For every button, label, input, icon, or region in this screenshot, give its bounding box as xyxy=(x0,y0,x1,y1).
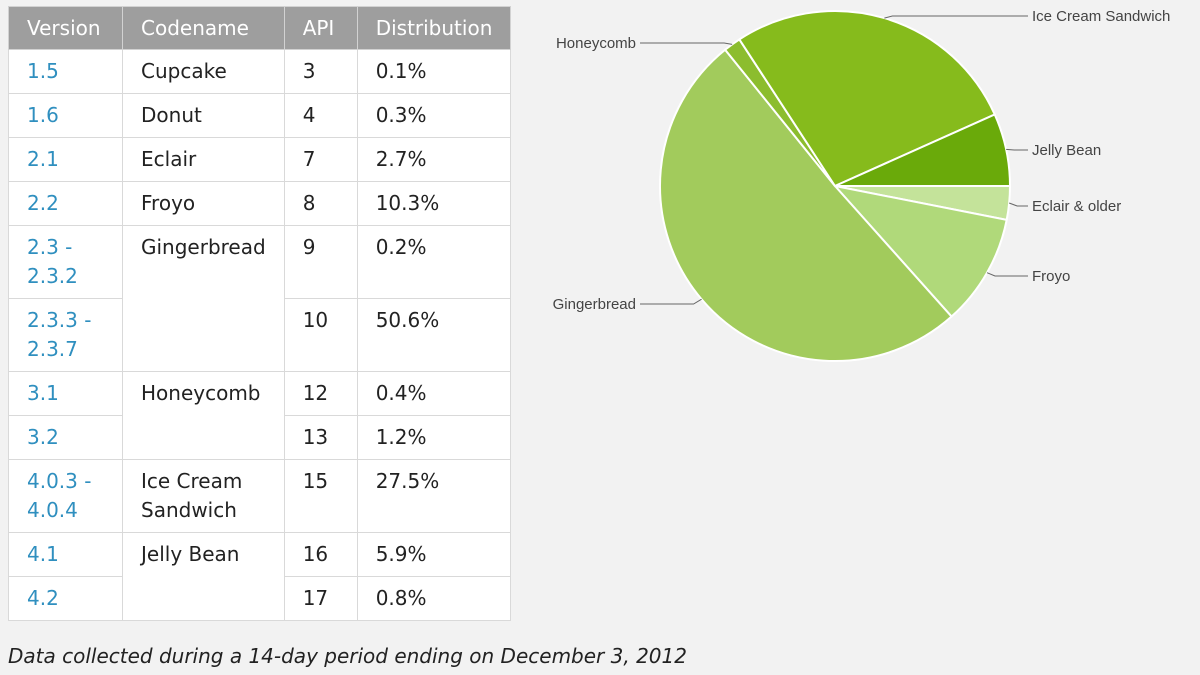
header-codename: Codename xyxy=(122,6,285,50)
distribution-cell: 27.5% xyxy=(356,459,512,533)
version-cell: 4.1 xyxy=(8,532,123,577)
table-row: 2.2 Froyo 8 10.3% xyxy=(8,181,512,226)
distribution-cell: 0.4% xyxy=(356,371,512,416)
api-cell: 17 xyxy=(283,576,358,621)
api-cell: 15 xyxy=(283,459,358,533)
api-cell: 9 xyxy=(283,225,358,299)
table-header-row: Version Codename API Distribution xyxy=(8,6,512,50)
table-row: 4.0.3 -4.0.4 Ice Cream Sandwich 15 27.5% xyxy=(8,459,512,533)
version-cell: 2.2 xyxy=(8,181,123,226)
distribution-cell: 0.1% xyxy=(356,49,512,94)
distribution-cell: 2.7% xyxy=(356,137,512,182)
pie-label: Ice Cream Sandwich xyxy=(1032,8,1170,25)
api-cell: 10 xyxy=(283,298,358,372)
callout-line xyxy=(640,298,702,305)
codename-cell: Cupcake xyxy=(122,49,285,94)
codename-cell: Froyo xyxy=(122,181,285,226)
pie-label: Jelly Bean xyxy=(1032,142,1101,159)
api-cell: 16 xyxy=(283,532,358,577)
api-cell: 12 xyxy=(283,371,358,416)
codename-cell: Eclair xyxy=(122,137,285,182)
distribution-cell: 50.6% xyxy=(356,298,512,372)
codename-cell: Ice Cream Sandwich xyxy=(122,459,285,533)
callout-line xyxy=(1006,148,1028,151)
pie-slice-jelly-bean xyxy=(834,113,1012,187)
pie-chart: Eclair & older Froyo Gingerbread Honeycomb I… xyxy=(553,8,1170,362)
api-cell: 7 xyxy=(283,137,358,182)
codename-cell: Honeycomb xyxy=(122,371,285,460)
header-api: API xyxy=(283,6,358,50)
table-row: 3.1 Honeycomb 12 0.4% xyxy=(8,371,512,460)
version-cell: 3.1 xyxy=(8,371,123,416)
table-body: 1.5 Cupcake 3 0.1% 1.6 Donut 4 0.3% 2.1 Eclair 7 2.… xyxy=(8,49,512,621)
table-row: 1.5 Cupcake 3 0.1% xyxy=(8,49,512,94)
version-cell: 3.2 xyxy=(8,415,123,460)
table-row: 2.1 Eclair 7 2.7% xyxy=(8,137,512,182)
pie-label: Gingerbread xyxy=(553,296,636,313)
distribution-cell: 10.3% xyxy=(356,181,512,226)
codename-cell: Donut xyxy=(122,93,285,138)
callout-line xyxy=(986,272,1028,277)
callout-line xyxy=(1008,202,1028,207)
footnote: Data collected during a 14-day period en… xyxy=(8,644,687,668)
table-row: 1.6 Donut 4 0.3% xyxy=(8,93,512,138)
api-cell: 8 xyxy=(283,181,358,226)
version-cell: 2.1 xyxy=(8,137,123,182)
codename-cell: Jelly Bean xyxy=(122,532,285,621)
distribution-table: Version Codename API Distribution 1.5 Cup… xyxy=(8,6,512,621)
api-cell: 13 xyxy=(283,415,358,460)
api-cell: 3 xyxy=(283,49,358,94)
header-version: Version xyxy=(8,6,123,50)
version-cell: 4.0.3 -4.0.4 xyxy=(8,459,123,533)
version-cell: 1.5 xyxy=(8,49,123,94)
version-cell: 4.2 xyxy=(8,576,123,621)
distribution-cell: 0.3% xyxy=(356,93,512,138)
table-row: 4.2 17 0.8% xyxy=(8,576,512,621)
table-row: 2.3 -2.3.2 Gingerbread 9 0.2% xyxy=(8,225,512,372)
codename-cell: Gingerbread xyxy=(122,225,285,372)
version-cell: 2.3 -2.3.2 xyxy=(8,225,123,299)
distribution-cell: 0.8% xyxy=(356,576,512,621)
distribution-cell: 5.9% xyxy=(356,532,512,577)
pie-label: Honeycomb xyxy=(556,35,636,52)
distribution-cell: 1.2% xyxy=(356,415,512,460)
pie-slice-froyo xyxy=(832,184,1008,318)
table-row: 2.3.3 -2.3.7 10 50.6% xyxy=(8,298,512,372)
table-row: 4.1 Jelly Bean 16 5.9% xyxy=(8,532,512,621)
callout-line xyxy=(884,15,1028,19)
pie-label: Eclair & older xyxy=(1032,198,1121,215)
pie-label: Froyo xyxy=(1032,268,1070,285)
version-cell: 2.3.3 -2.3.7 xyxy=(8,298,123,372)
header-distribution: Distribution xyxy=(356,6,512,50)
version-cell: 1.6 xyxy=(8,93,123,138)
callout-line xyxy=(640,42,733,45)
pie-slice-gingerbread xyxy=(659,48,953,362)
distribution-cell: 0.2% xyxy=(356,225,512,299)
api-cell: 4 xyxy=(283,93,358,138)
